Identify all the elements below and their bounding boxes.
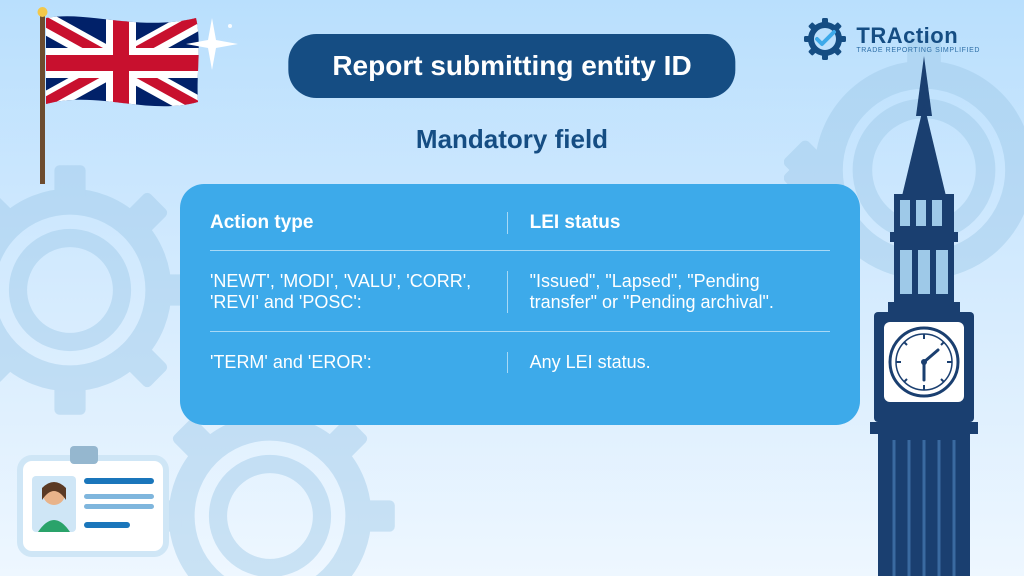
table-cell-action-type: 'NEWT', 'MODI', 'VALU', 'CORR', 'REVI' a… [210, 271, 508, 313]
uk-flag-icon [18, 4, 208, 189]
subtitle: Mandatory field [416, 124, 608, 155]
table-row: 'NEWT', 'MODI', 'VALU', 'CORR', 'REVI' a… [210, 250, 830, 331]
sparkle-icon [186, 18, 238, 70]
table-cell-action-type: 'TERM' and 'EROR': [210, 352, 508, 373]
infographic-canvas: TRAction TRADE REPORTING SIMPLIFIED Repo… [0, 0, 1024, 576]
logo-name: TRAction [856, 25, 980, 47]
table-row: 'TERM' and 'EROR': Any LEI status. [210, 331, 830, 391]
table-cell-lei-status: "Issued", "Lapsed", "Pending transfer" o… [508, 271, 830, 313]
table-header-lei-status: LEI status [508, 212, 830, 234]
table-cell-lei-status: Any LEI status. [508, 352, 830, 373]
lei-status-table: Action type LEI status 'NEWT', 'MODI', '… [180, 184, 860, 425]
table-header-action-type: Action type [210, 212, 508, 234]
bg-gear-left [0, 160, 200, 420]
big-ben-icon [844, 56, 1004, 576]
logo-tagline: TRADE REPORTING SIMPLIFIED [856, 47, 980, 54]
traction-logo-icon [804, 18, 846, 60]
table-header-row: Action type LEI status [210, 210, 830, 250]
id-card-icon [14, 442, 174, 562]
traction-logo: TRAction TRADE REPORTING SIMPLIFIED [804, 18, 980, 60]
title-pill: Report submitting entity ID [288, 34, 735, 98]
